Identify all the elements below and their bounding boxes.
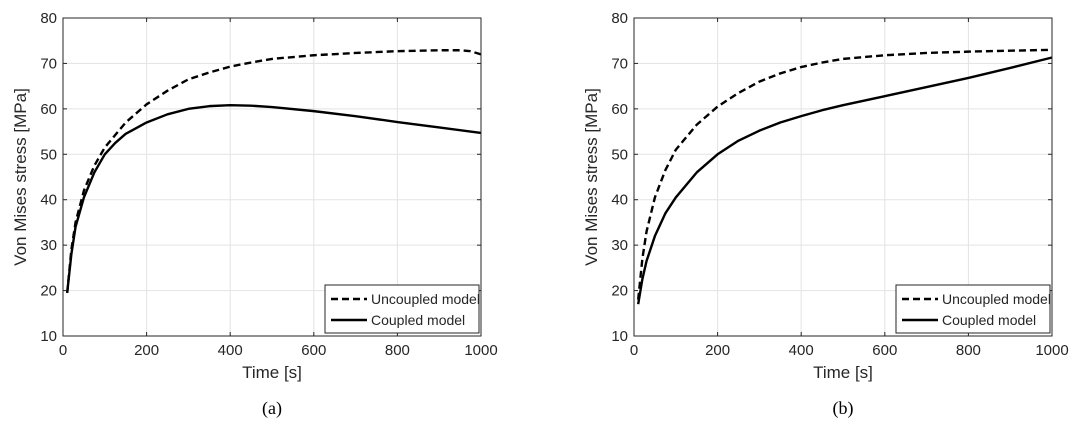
x-tick-label: 200 [134, 342, 159, 359]
x-tick-label: 1000 [464, 342, 497, 359]
y-tick-label: 70 [40, 55, 57, 72]
legend: Uncoupled model Coupled model [324, 284, 480, 334]
y-tick-label: 50 [40, 146, 57, 163]
legend-label: Coupled model [371, 312, 465, 328]
y-tick-label: 10 [40, 328, 57, 345]
x-axis-label: Time [s] [813, 363, 873, 382]
chart-b: 0 200 400 600 800 1000 10 20 30 40 50 60 70 80 Time [s… [582, 10, 1069, 419]
y-tick-label: 80 [611, 10, 628, 27]
legend-label: Uncoupled model [371, 291, 480, 307]
y-axis-label: Von Mises stress [MPa] [582, 88, 601, 266]
x-tick-label: 1000 [1035, 342, 1068, 359]
x-axis-label: Time [s] [242, 363, 302, 382]
axes-box [633, 17, 1053, 337]
legend-box [324, 284, 480, 334]
chart-a: 0 200 400 600 800 1000 10 20 30 40 50 60 70 80 Time [s… [11, 10, 498, 419]
y-tick-label: 60 [611, 101, 628, 118]
legend-box [895, 284, 1051, 334]
legend-label: Coupled model [942, 312, 1036, 328]
y-tick-label: 40 [40, 192, 57, 209]
y-tick-label: 80 [40, 10, 57, 27]
x-tick-label: 200 [705, 342, 730, 359]
y-tick-label: 70 [611, 55, 628, 72]
x-tick-label: 0 [59, 342, 67, 359]
series-line-coupled [636, 56, 1053, 305]
y-tick-label: 50 [611, 146, 628, 163]
y-tick-label: 20 [40, 283, 57, 300]
panel-caption: (b) [833, 398, 854, 419]
legend-label: Uncoupled model [942, 291, 1051, 307]
x-tick-label: 0 [630, 342, 638, 359]
y-tick-label: 30 [40, 237, 57, 254]
plot-area [634, 18, 1052, 336]
x-tick-label: 400 [789, 342, 814, 359]
y-tick-label: 60 [40, 101, 57, 118]
y-axis-label: Von Mises stress [MPa] [11, 88, 30, 266]
y-tick-label: 20 [611, 283, 628, 300]
series-line-coupled [65, 104, 482, 293]
series-line-uncoupled [636, 48, 1053, 300]
x-tick-label: 400 [218, 342, 243, 359]
series-line-uncoupled [65, 49, 482, 293]
y-tick-label: 40 [611, 192, 628, 209]
plot-area [63, 18, 481, 336]
panel-caption: (a) [262, 398, 282, 419]
x-tick-label: 600 [301, 342, 326, 359]
x-tick-label: 800 [385, 342, 410, 359]
legend: Uncoupled model Coupled model [895, 284, 1051, 334]
y-tick-label: 30 [611, 237, 628, 254]
axes-box [62, 17, 482, 337]
x-tick-label: 600 [872, 342, 897, 359]
y-tick-label: 10 [611, 328, 628, 345]
x-tick-label: 800 [956, 342, 981, 359]
